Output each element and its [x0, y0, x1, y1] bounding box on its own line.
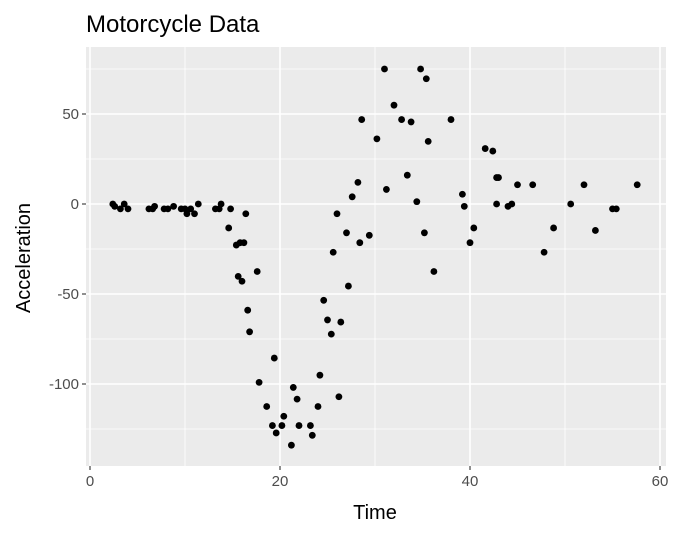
data-point	[580, 181, 588, 189]
data-point	[422, 75, 430, 83]
data-point	[288, 441, 295, 449]
data-point	[289, 384, 297, 391]
y-tick-label: -100	[49, 376, 79, 393]
data-point	[430, 268, 438, 275]
x-axis-title: Time	[353, 502, 397, 524]
data-point	[424, 137, 432, 145]
data-point	[278, 422, 286, 429]
data-point	[217, 200, 225, 208]
data-point	[308, 431, 316, 439]
data-point	[120, 200, 128, 208]
data-point	[495, 174, 502, 181]
data-point	[124, 205, 132, 213]
data-point	[117, 205, 124, 213]
data-point	[272, 429, 280, 437]
data-point	[191, 210, 198, 218]
data-point	[348, 193, 356, 201]
data-point	[514, 181, 521, 189]
data-point	[314, 403, 322, 410]
data-point	[151, 202, 159, 210]
data-point	[612, 205, 620, 213]
data-point	[365, 231, 373, 239]
data-point	[459, 190, 466, 198]
data-point	[263, 403, 271, 410]
data-point	[329, 248, 337, 256]
chart-title: Motorcycle Data	[86, 11, 260, 38]
data-point	[447, 116, 455, 123]
data-point	[316, 371, 324, 379]
data-point	[550, 224, 557, 232]
data-point	[529, 181, 537, 189]
data-point	[164, 205, 172, 213]
data-point	[466, 239, 474, 247]
data-point	[413, 198, 421, 206]
data-point	[246, 328, 254, 336]
data-point	[194, 200, 202, 208]
data-point	[493, 200, 500, 208]
data-points	[109, 65, 641, 449]
data-point	[253, 268, 261, 275]
data-point	[407, 118, 415, 126]
data-point	[324, 316, 331, 324]
data-point	[481, 145, 489, 152]
y-axis: -100 -50 0 50	[49, 106, 86, 393]
data-point	[240, 239, 248, 247]
data-point	[540, 248, 548, 256]
y-tick-label: -50	[57, 286, 79, 303]
data-point	[225, 224, 233, 232]
data-point	[183, 210, 191, 218]
data-point	[255, 378, 263, 386]
data-point	[343, 229, 350, 237]
data-point	[293, 395, 301, 403]
data-point	[383, 186, 390, 193]
data-point	[307, 422, 314, 429]
data-point	[238, 277, 246, 285]
data-point	[633, 181, 641, 189]
x-axis: 0 20 40 60	[86, 466, 669, 490]
data-point	[354, 179, 362, 186]
data-point	[470, 224, 478, 232]
data-point	[111, 202, 119, 210]
data-point	[417, 65, 424, 73]
data-point	[356, 239, 364, 247]
data-point	[421, 229, 428, 237]
data-point	[327, 330, 335, 338]
data-point	[242, 210, 250, 218]
y-tick-label: 50	[62, 106, 79, 123]
data-point	[567, 200, 575, 208]
data-point	[460, 202, 468, 210]
data-point	[373, 135, 381, 143]
data-point	[592, 227, 599, 234]
data-point	[489, 147, 497, 155]
x-tick-label: 20	[272, 473, 289, 490]
data-point	[337, 318, 345, 326]
data-point	[345, 282, 352, 290]
y-axis-title: Acceleration	[13, 203, 35, 313]
data-point	[508, 200, 516, 208]
x-tick-label: 60	[652, 473, 669, 490]
data-point	[390, 101, 398, 109]
data-point	[358, 116, 366, 123]
data-point	[244, 306, 252, 314]
data-point	[295, 422, 303, 429]
data-point	[335, 393, 343, 401]
data-point	[187, 205, 195, 213]
data-point	[280, 412, 288, 420]
data-point	[381, 65, 388, 73]
data-point	[403, 171, 411, 179]
data-point	[269, 422, 276, 429]
plot-panel	[86, 47, 666, 466]
data-point	[398, 116, 405, 123]
data-point	[270, 354, 278, 362]
data-point	[170, 202, 178, 210]
grid-lines	[86, 47, 666, 466]
y-tick-label: 0	[71, 196, 79, 213]
data-point	[234, 272, 242, 280]
data-point	[320, 296, 328, 304]
data-point	[333, 210, 341, 218]
x-tick-label: 0	[86, 473, 94, 490]
data-point	[227, 205, 235, 213]
x-tick-label: 40	[462, 473, 479, 490]
